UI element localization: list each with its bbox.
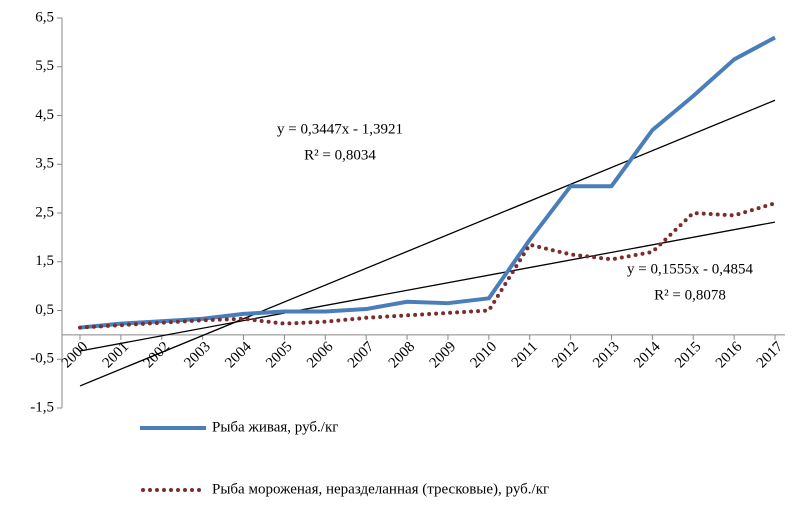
series-line — [79, 35, 776, 330]
y-tick-label: -0,5 — [30, 351, 54, 367]
x-tick-label: 2011 — [509, 339, 541, 371]
trend-equation: y = 0,1555x - 0,4854 — [627, 261, 753, 277]
trend-equation: y = 0,3447x - 1,3921 — [277, 121, 403, 137]
x-tick-label: 2010 — [468, 339, 501, 372]
x-tick-label: 2006 — [304, 338, 337, 371]
y-tick-label: 0,5 — [35, 302, 54, 318]
y-tick-label: 1,5 — [35, 253, 54, 269]
x-tick-label: 2003 — [181, 339, 214, 372]
x-tick-label: 2013 — [590, 339, 623, 372]
x-tick-label: 2008 — [386, 339, 419, 372]
series-line — [78, 201, 777, 330]
x-tick-label: 2016 — [713, 338, 746, 371]
x-tick-label: 2014 — [631, 338, 664, 371]
y-tick-label: 2,5 — [35, 204, 54, 220]
x-tick-label: 2015 — [672, 339, 705, 372]
y-tick-label: 3,5 — [35, 156, 54, 172]
x-tick-label: 2005 — [263, 339, 296, 372]
y-tick-label: -1,5 — [30, 399, 54, 415]
x-tick-label: 2000 — [59, 339, 92, 372]
x-tick-label: 2004 — [222, 338, 255, 371]
legend-label: Рыба живая, руб./кг — [212, 419, 338, 435]
y-tick-label: 6,5 — [35, 9, 54, 25]
x-tick-label: 2017 — [754, 338, 787, 371]
trend-r2: R² = 0,8034 — [304, 147, 376, 163]
trend-r2: R² = 0,8078 — [654, 287, 726, 303]
x-tick-label: 2007 — [345, 338, 378, 371]
y-tick-label: 4,5 — [35, 107, 54, 123]
trend-line — [79, 99, 776, 387]
x-tick-label: 2009 — [427, 339, 460, 372]
legend-label: Рыба мороженая, неразделанная (тресковые… — [212, 481, 549, 497]
y-tick-label: 5,5 — [35, 58, 54, 74]
x-tick-label: 2012 — [549, 339, 582, 372]
